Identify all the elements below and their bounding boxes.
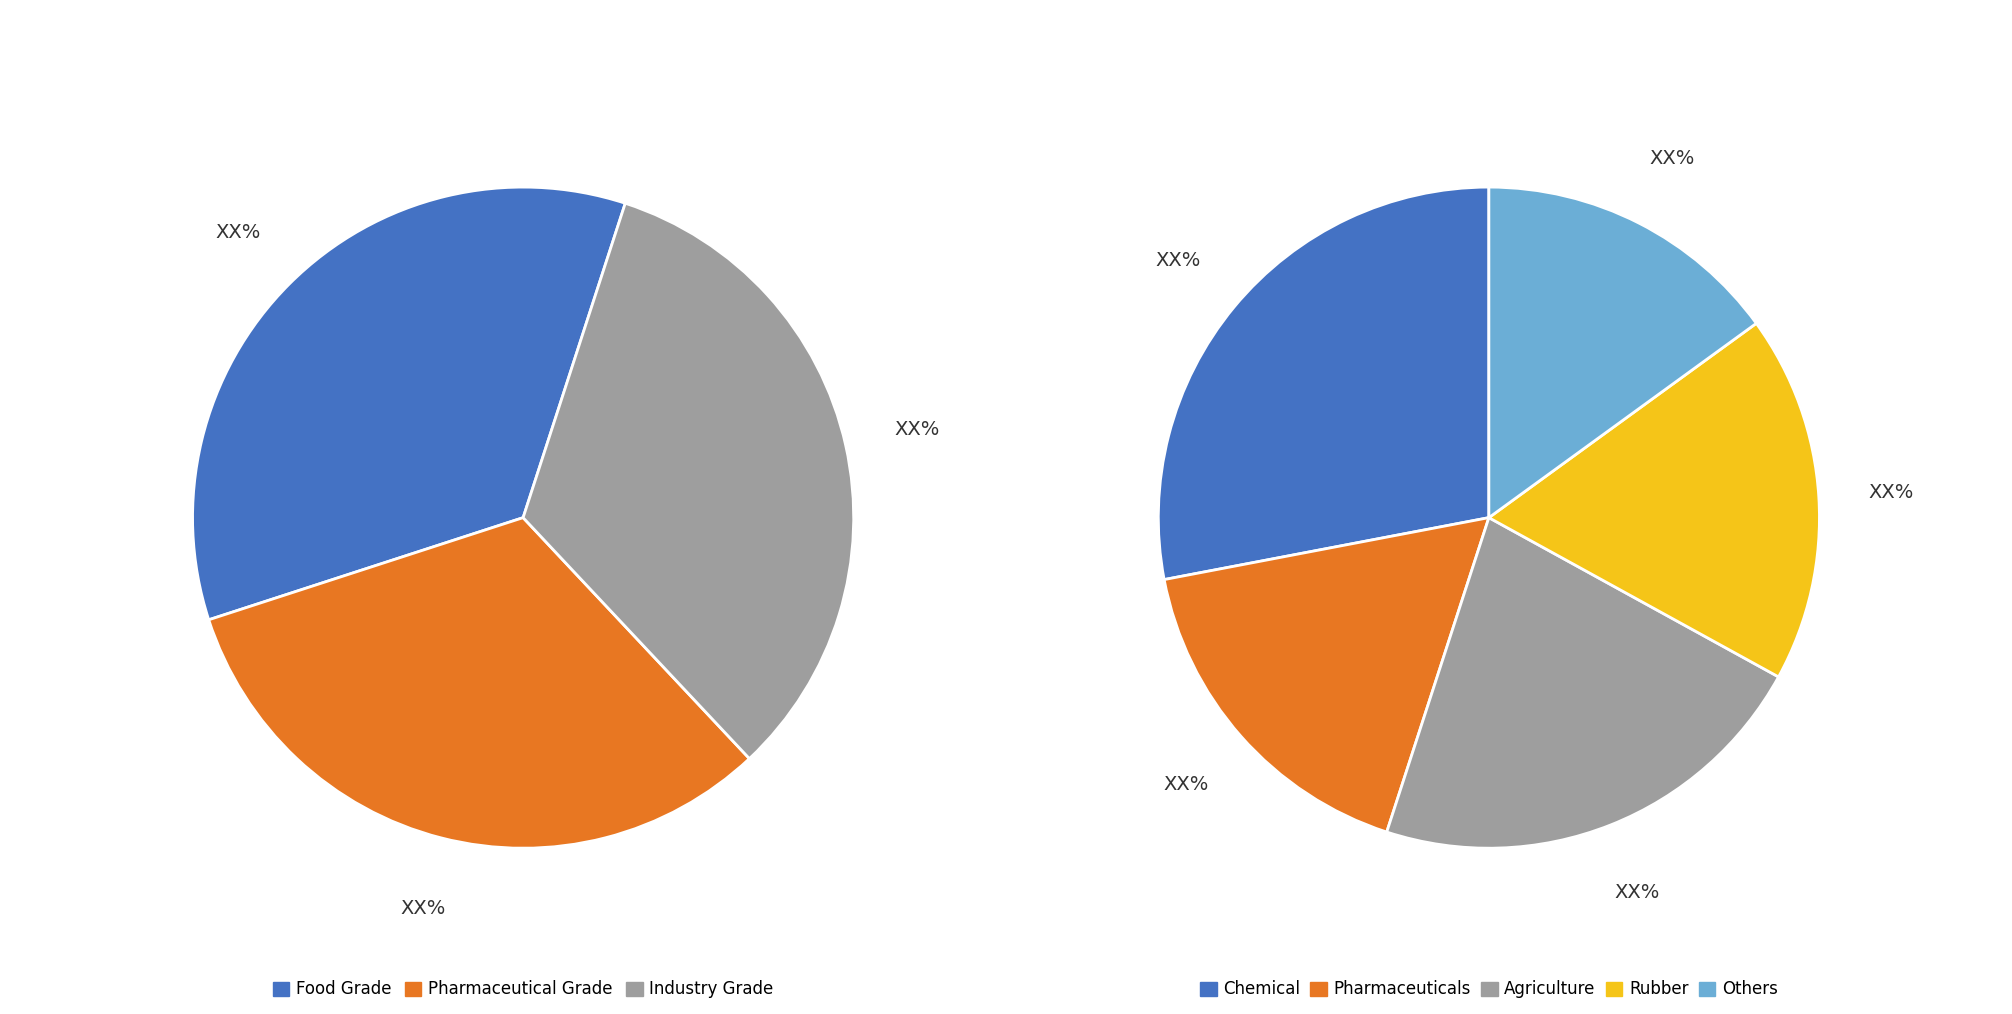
Wedge shape: [1159, 187, 1489, 580]
Text: Website: www.theindustrystats.com: Website: www.theindustrystats.com: [1648, 963, 1988, 982]
Wedge shape: [1165, 517, 1489, 832]
Text: XX%: XX%: [1155, 251, 1201, 270]
Text: XX%: XX%: [893, 420, 940, 439]
Text: Fig. Global Carbon Disulphide Market Share by Product Types & Application: Fig. Global Carbon Disulphide Market Sha…: [24, 41, 1093, 65]
Legend: Chemical, Pharmaceuticals, Agriculture, Rubber, Others: Chemical, Pharmaceuticals, Agriculture, …: [1193, 973, 1785, 1005]
Text: XX%: XX%: [1163, 775, 1209, 794]
Wedge shape: [209, 517, 748, 848]
Text: Email: sales@theindustrystats.com: Email: sales@theindustrystats.com: [841, 963, 1171, 982]
Wedge shape: [193, 188, 626, 620]
Wedge shape: [1386, 517, 1779, 848]
Text: XX%: XX%: [1650, 149, 1694, 167]
Text: XX%: XX%: [1616, 883, 1660, 902]
Wedge shape: [1489, 323, 1819, 677]
Text: Source: Theindustrystats Analysis: Source: Theindustrystats Analysis: [24, 963, 344, 982]
Text: XX%: XX%: [1869, 483, 1913, 502]
Wedge shape: [1489, 187, 1756, 517]
Text: XX%: XX%: [400, 898, 445, 918]
Wedge shape: [523, 203, 853, 758]
Legend: Food Grade, Pharmaceutical Grade, Industry Grade: Food Grade, Pharmaceutical Grade, Indust…: [266, 973, 781, 1005]
Text: XX%: XX%: [215, 223, 262, 242]
